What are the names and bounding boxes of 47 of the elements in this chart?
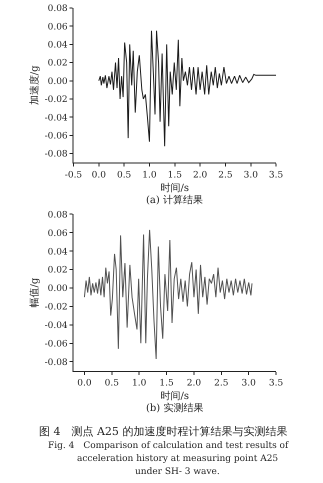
x-tick-label: 1.5 [168, 170, 182, 180]
x-tick-label: 0.5 [104, 378, 120, 389]
y-tick-label: -0.04 [44, 321, 68, 332]
x-tick-label: 2.0 [192, 170, 208, 180]
y-tick-label: -0.02 [44, 302, 68, 313]
x-tick-label: 2.5 [214, 378, 229, 389]
y-axis-title: 幅值/g [28, 277, 41, 308]
x-tick-label: 0.0 [92, 170, 106, 180]
x-axis-title: 时间/s [160, 182, 190, 194]
x-tick-label: 0.0 [77, 378, 92, 389]
y-tick-label: 0.04 [48, 40, 68, 51]
x-tick-label: 3.0 [244, 170, 258, 180]
y-tick-label: 0.02 [48, 58, 68, 69]
y-tick-label: -0.06 [44, 339, 68, 350]
x-tick-label: 2.5 [218, 170, 233, 180]
y-tick-label: 0.02 [48, 266, 68, 276]
x-tick-label: 3.0 [242, 378, 256, 389]
y-tick-label: 0.00 [48, 284, 68, 294]
x-tick-label: -0.5 [64, 170, 82, 180]
x-tick-label: 1.0 [142, 170, 157, 180]
y-tick-label: 0.08 [48, 210, 68, 220]
y-tick-label: 0.00 [48, 76, 68, 87]
text: (a) 计算结果 [146, 194, 203, 206]
text: (b) 实测结果 [146, 402, 204, 414]
y-axis-title: 加速度/g [28, 64, 41, 106]
x-tick-label: 0.5 [116, 170, 132, 180]
text: acceleration history at measuring point A25 [77, 454, 278, 464]
x-tick-label: 3.5 [268, 170, 284, 180]
y-tick-label: -0.08 [44, 150, 68, 160]
text: under SH- 3 wave. [135, 467, 220, 477]
x-tick-label: 1.5 [159, 378, 174, 389]
y-tick-label: -0.06 [44, 132, 68, 142]
y-tick-label: 0.04 [48, 247, 68, 258]
y-tick-label: 0.08 [48, 4, 68, 14]
y-tick-label: 0.06 [48, 22, 68, 32]
x-tick-label: 1.0 [132, 378, 147, 389]
line-series [84, 229, 252, 360]
y-tick-label: -0.08 [44, 358, 68, 368]
x-tick-label: 3.5 [268, 378, 284, 389]
y-tick-label: 0.06 [48, 228, 68, 239]
caption: 图 4 测点 A25 的加速度时程计算结果与实测结果 [39, 425, 288, 438]
x-tick-label: 2.0 [186, 378, 202, 389]
caption: Fig. 4 Comparison of calculation and test results of [48, 441, 289, 451]
y-tick-label: -0.02 [44, 95, 68, 106]
x-axis-title: 时间/s [160, 390, 190, 402]
line-series [98, 30, 276, 147]
y-tick-label: -0.04 [44, 113, 68, 124]
